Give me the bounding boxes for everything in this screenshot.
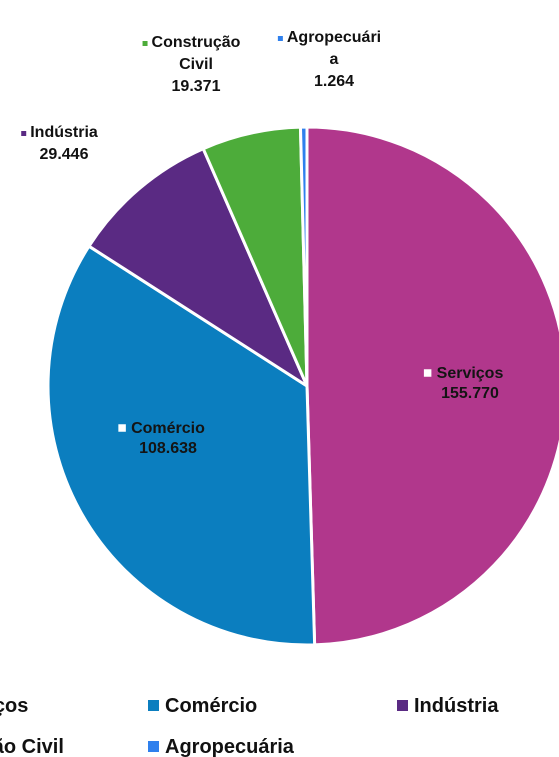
slice-industria bbox=[87, 147, 309, 388]
slice-servicos bbox=[305, 125, 559, 647]
slice-agropecuaria bbox=[298, 125, 309, 388]
pie-slices bbox=[46, 125, 559, 647]
slice-name-agropecuaria: a bbox=[330, 51, 339, 68]
legend-label-industria: Indústria bbox=[414, 695, 499, 717]
legend-swatch-industria bbox=[397, 700, 408, 711]
legend: Serviços Comércio Indústria Construção Civi… bbox=[0, 695, 499, 757]
slice-marker-construcao-civil bbox=[142, 41, 148, 46]
legend-label-comercio: Comércio bbox=[165, 695, 257, 717]
slice-value-industria: 29.446 bbox=[40, 146, 89, 163]
slice-value-construcao-civil: 19.371 bbox=[172, 78, 221, 95]
slice-marker-comercio bbox=[115, 421, 129, 435]
slice-name-agropecuaria: Agropecuári bbox=[287, 29, 381, 46]
slice-value-agropecuaria: 1.264 bbox=[314, 73, 354, 90]
slice-name-servicos: Serviços bbox=[437, 365, 504, 382]
slice-label-construcao-civil: Construção Civil 19.371 bbox=[152, 34, 241, 95]
slice-marker-industria bbox=[21, 131, 27, 136]
legend-label-construcao-civil: Construção Civil bbox=[0, 736, 64, 757]
slice-comercio bbox=[46, 244, 317, 647]
slice-marker-agropecuaria bbox=[277, 36, 283, 41]
slice-name-comercio: Comércio bbox=[131, 420, 205, 437]
slice-label-comercio: Comércio 108.638 bbox=[131, 420, 205, 457]
slice-value-comercio: 108.638 bbox=[139, 440, 197, 457]
slice-label-servicos: Serviços 155.770 bbox=[437, 365, 504, 402]
slice-name-industria: Indústria bbox=[30, 124, 98, 141]
slice-name-construcao-civil: Construção bbox=[152, 34, 241, 51]
legend-label-servicos: Serviços bbox=[0, 695, 28, 717]
slice-label-industria: Indústria 29.446 bbox=[30, 124, 98, 163]
slice-marker-servicos bbox=[421, 366, 434, 380]
slice-name-construcao-civil: Civil bbox=[179, 56, 213, 73]
legend-label-agropecuaria: Agropecuária bbox=[165, 736, 295, 757]
slice-label-agropecuaria: Agropecuári a 1.264 bbox=[287, 29, 381, 90]
legend-swatch-comercio bbox=[148, 700, 159, 711]
legend-swatch-agropecuaria bbox=[148, 741, 159, 752]
slice-value-servicos: 155.770 bbox=[441, 385, 499, 402]
slice-labels: Serviços 155.770 Comércio 108.638 Indústria 2… bbox=[21, 29, 503, 457]
